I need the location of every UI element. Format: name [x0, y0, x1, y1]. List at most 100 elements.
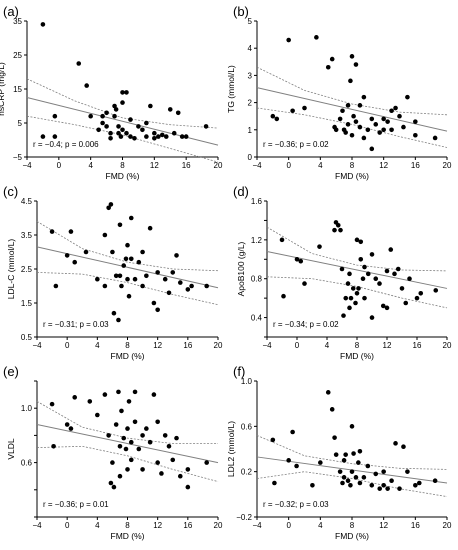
x-tick-label: 0: [295, 341, 300, 350]
data-point: [125, 242, 130, 248]
data-point: [125, 426, 130, 431]
data-point: [49, 401, 55, 407]
data-point: [175, 110, 181, 116]
data-point: [381, 482, 386, 488]
data-point: [401, 124, 406, 130]
data-point: [389, 478, 394, 484]
x-axis-label: FMD (%): [335, 171, 369, 181]
data-point: [121, 263, 127, 268]
x-axis-label: FMD (%): [111, 531, 145, 541]
data-point: [361, 475, 367, 480]
data-point: [395, 266, 401, 272]
data-point: [432, 478, 438, 484]
data-point: [124, 90, 129, 95]
data-point: [329, 56, 335, 62]
data-point: [116, 389, 121, 395]
data-point: [384, 305, 390, 311]
data-point: [166, 443, 172, 449]
y-axis-label: LDL-C (mmol/L): [6, 239, 16, 300]
data-point: [111, 484, 117, 490]
data-point: [152, 136, 157, 141]
data-point: [204, 283, 209, 289]
x-tick-label: 0: [286, 521, 291, 530]
x-tick-label: 20: [214, 341, 223, 350]
data-point: [53, 283, 59, 289]
data-point: [290, 108, 295, 114]
y-axis-label: TG (mmol/L): [226, 65, 236, 113]
x-axis-label: FMD (%): [106, 171, 140, 181]
data-point: [369, 146, 375, 152]
data-point: [341, 313, 346, 318]
data-point: [72, 259, 78, 265]
data-point: [361, 94, 367, 100]
x-tick-label: 0: [57, 161, 62, 170]
data-point: [128, 439, 134, 445]
data-point: [155, 270, 160, 275]
panel-label: (e): [3, 364, 19, 379]
y-tick-label: 0.2: [241, 468, 253, 477]
data-point: [116, 124, 121, 129]
x-tick-label: 0: [286, 161, 291, 170]
data-point: [340, 480, 345, 486]
data-point: [353, 62, 359, 67]
data-point: [144, 120, 149, 126]
data-point: [351, 451, 356, 456]
x-tick-label: 20: [443, 521, 452, 530]
x-tick-label: 8: [125, 521, 130, 530]
y-axis-label: hsCRP (mg/L): [0, 62, 6, 116]
data-point: [64, 422, 70, 427]
data-point: [290, 429, 295, 435]
data-point: [170, 457, 176, 463]
data-point: [155, 419, 160, 425]
data-point: [339, 266, 345, 272]
x-tick-label: −4: [262, 341, 272, 350]
data-point: [405, 469, 410, 474]
data-point: [116, 130, 121, 136]
data-point: [369, 116, 375, 122]
y-tick-label: 0.4: [251, 314, 263, 323]
data-point: [362, 264, 367, 270]
data-point: [369, 315, 375, 320]
x-axis-label: FMD (%): [335, 531, 369, 541]
data-point: [126, 399, 132, 404]
x-tick-label: 0: [65, 341, 70, 350]
data-point: [347, 271, 352, 277]
x-tick-label: 20: [214, 521, 223, 530]
data-point: [432, 135, 438, 141]
data-point: [385, 119, 390, 124]
data-point: [294, 463, 299, 469]
data-point: [365, 271, 371, 277]
x-tick-label: 16: [413, 341, 422, 350]
data-point: [286, 458, 291, 463]
stat-annotation: r = −0.34; p = 0.02: [273, 320, 339, 329]
y-tick-label: 1.6: [251, 197, 263, 206]
data-point: [113, 107, 119, 112]
panel-label: (b): [233, 4, 249, 19]
data-point: [117, 273, 123, 279]
x-tick-label: 4: [318, 521, 323, 530]
data-point: [349, 469, 355, 474]
data-point: [413, 119, 418, 124]
data-point: [317, 244, 322, 249]
x-tick-label: 16: [183, 341, 192, 350]
data-point: [95, 412, 100, 418]
data-point: [341, 458, 347, 463]
regression-line: [36, 424, 219, 464]
data-point: [120, 127, 125, 133]
data-point: [381, 116, 386, 122]
data-point: [163, 134, 169, 139]
panel-c: −4 0 4 8 12 16 20 0.5 1.5 2.5 3.5 4.5 FMD (%) LDL-C (…: [3, 184, 223, 361]
data-point: [403, 300, 409, 306]
data-point: [332, 227, 337, 233]
data-point: [302, 281, 307, 286]
data-point: [353, 300, 358, 306]
data-point: [104, 124, 109, 129]
data-point: [132, 389, 138, 395]
data-point: [108, 136, 113, 141]
data-point: [68, 229, 74, 234]
y-tick-label: 35: [13, 17, 22, 26]
y-tick-label: 0: [248, 153, 253, 162]
x-tick-label: 8: [125, 341, 130, 350]
data-point: [171, 130, 177, 136]
data-point: [373, 471, 379, 477]
